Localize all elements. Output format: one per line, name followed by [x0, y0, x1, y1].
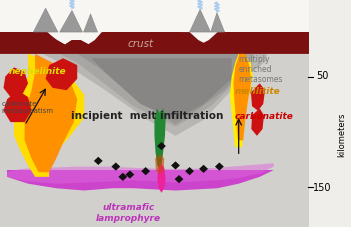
Polygon shape: [251, 84, 265, 111]
Polygon shape: [4, 91, 32, 123]
Polygon shape: [33, 9, 58, 33]
Polygon shape: [91, 59, 232, 120]
Polygon shape: [141, 167, 150, 175]
Polygon shape: [77, 54, 246, 125]
Polygon shape: [230, 54, 253, 148]
Text: multiply
enriched
metasomes: multiply enriched metasomes: [239, 54, 283, 84]
Polygon shape: [251, 109, 264, 136]
Polygon shape: [46, 59, 77, 91]
Polygon shape: [233, 54, 251, 141]
Polygon shape: [0, 0, 309, 33]
Polygon shape: [190, 10, 211, 33]
Polygon shape: [25, 54, 77, 173]
Polygon shape: [174, 175, 184, 183]
Text: carbonatite: carbonatite: [235, 111, 294, 120]
Text: carbonate
metasomatism: carbonate metasomatism: [2, 100, 54, 113]
Text: kilometers: kilometers: [338, 112, 347, 156]
Polygon shape: [7, 163, 274, 184]
Polygon shape: [14, 54, 84, 177]
Polygon shape: [111, 163, 120, 171]
Text: incipient  melt infiltration: incipient melt infiltration: [71, 111, 224, 121]
Polygon shape: [7, 170, 274, 227]
Polygon shape: [215, 163, 224, 171]
Polygon shape: [199, 165, 208, 173]
Polygon shape: [0, 54, 309, 227]
Polygon shape: [154, 109, 166, 170]
Polygon shape: [4, 68, 28, 98]
Text: 150: 150: [313, 182, 332, 192]
Polygon shape: [0, 33, 309, 54]
Polygon shape: [60, 54, 253, 127]
Polygon shape: [125, 171, 134, 179]
Polygon shape: [157, 142, 166, 151]
Polygon shape: [60, 11, 82, 33]
Polygon shape: [0, 0, 309, 54]
Polygon shape: [42, 54, 267, 136]
Polygon shape: [155, 154, 164, 175]
Polygon shape: [118, 173, 127, 181]
Polygon shape: [84, 15, 98, 33]
Text: ultramafic
lamprophyre: ultramafic lamprophyre: [95, 202, 161, 222]
Text: melilitite: melilitite: [235, 86, 281, 95]
Polygon shape: [185, 167, 194, 175]
Text: 50: 50: [316, 71, 328, 81]
Polygon shape: [94, 157, 103, 165]
Polygon shape: [157, 163, 166, 193]
Text: crust: crust: [127, 39, 153, 49]
Text: nephelinite: nephelinite: [9, 67, 66, 76]
Text: cratonic
lithospheric mantle: cratonic lithospheric mantle: [125, 67, 212, 87]
Polygon shape: [0, 33, 309, 54]
Polygon shape: [171, 162, 180, 170]
Polygon shape: [211, 14, 225, 33]
